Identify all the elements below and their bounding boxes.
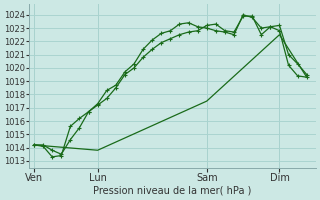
X-axis label: Pression niveau de la mer( hPa ): Pression niveau de la mer( hPa ) [93, 186, 252, 196]
